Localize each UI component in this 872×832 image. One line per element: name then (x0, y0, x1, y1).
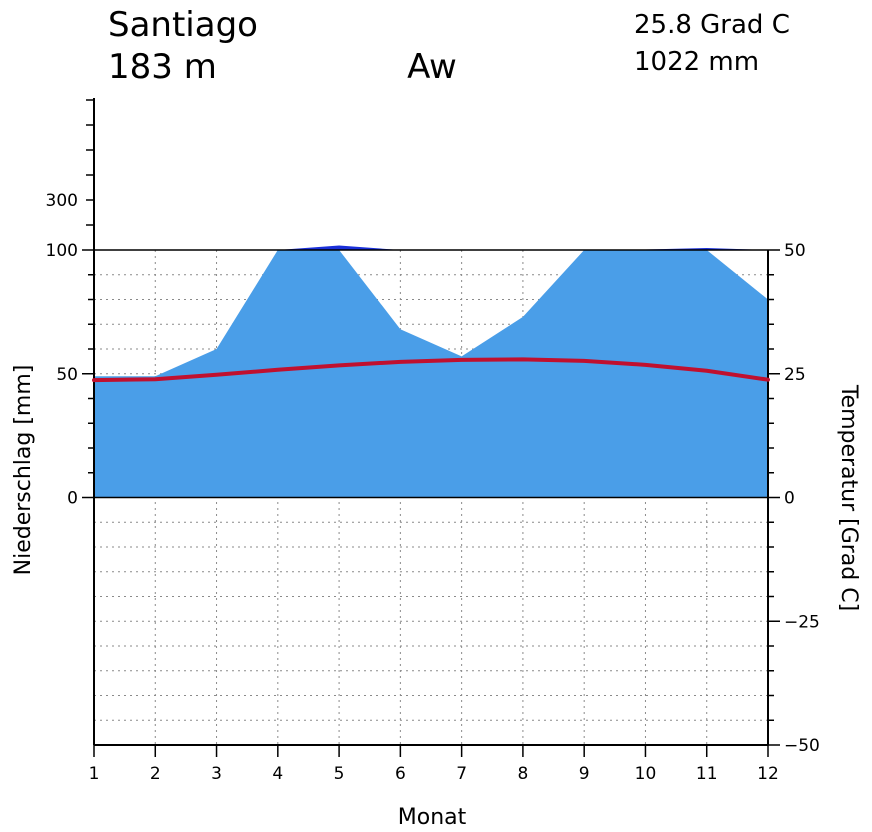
precipitation-tick-label: 50 (56, 365, 78, 385)
month-tick-label: 8 (517, 764, 528, 784)
month-tick-label: 5 (334, 764, 345, 784)
month-tick-label: 2 (150, 764, 161, 784)
precipitation-tick-label: 100 (46, 241, 78, 261)
precipitation-tick-label: 300 (46, 191, 78, 211)
mean-annual-temperature: 25.8 Grad C (634, 10, 790, 40)
temperature-tick-label: −50 (784, 736, 820, 756)
temperature-series-line (92, 357, 770, 383)
month-tick-label: 11 (696, 764, 718, 784)
precipitation-area (94, 245, 768, 498)
temperature-tick-label: 50 (784, 241, 806, 261)
climate-classification: Aw (407, 47, 457, 87)
month-tick-label: 9 (579, 764, 590, 784)
month-tick-label: 12 (757, 764, 779, 784)
temperature-tick-label: 25 (784, 365, 806, 385)
station-elevation: 183 m (108, 47, 217, 87)
temperature-line (92, 357, 770, 383)
station-name: Santiago (108, 5, 258, 45)
annual-precipitation-total: 1022 mm (634, 47, 759, 77)
month-tick-label: 3 (211, 764, 222, 784)
month-tick-label: 4 (272, 764, 283, 784)
temperature-tick-label: −25 (784, 612, 820, 632)
right-axis-title: Temperatur [Grad C] (836, 384, 861, 611)
month-tick-label: 10 (635, 764, 657, 784)
month-tick-label: 1 (89, 764, 100, 784)
precipitation-tick-label: 0 (67, 489, 78, 509)
temperature-tick-label: 0 (784, 489, 795, 509)
month-tick-label: 7 (456, 764, 467, 784)
left-axis-title: Niederschlag [mm] (11, 365, 36, 576)
month-tick-label: 6 (395, 764, 406, 784)
x-axis-title: Monat (398, 805, 467, 830)
precipitation-fill (94, 250, 768, 498)
axes (82, 98, 780, 757)
